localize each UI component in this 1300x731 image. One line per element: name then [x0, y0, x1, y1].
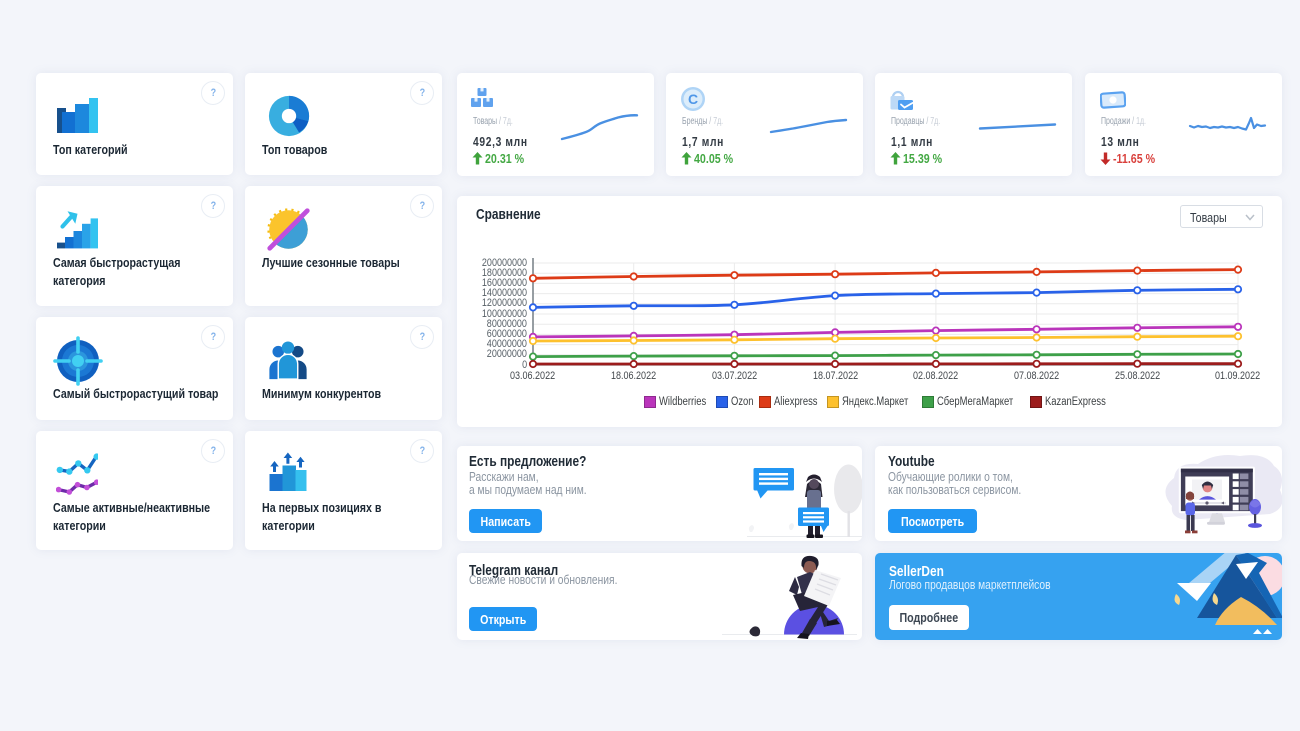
svg-text:C: C	[688, 91, 698, 107]
